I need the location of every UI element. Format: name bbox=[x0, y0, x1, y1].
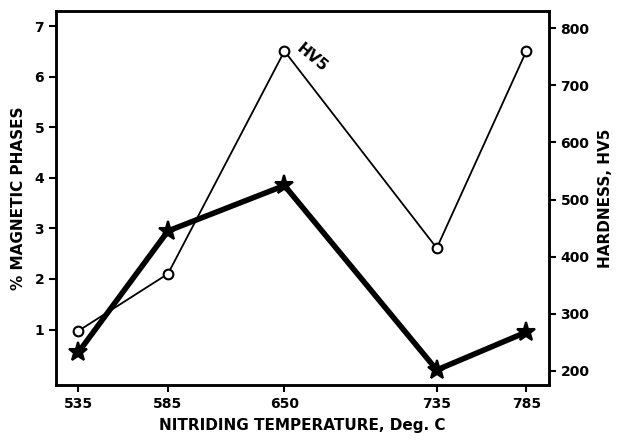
X-axis label: NITRIDING TEMPERATURE, Deg. C: NITRIDING TEMPERATURE, Deg. C bbox=[159, 418, 446, 433]
Y-axis label: % MAGNETIC PHASES: % MAGNETIC PHASES bbox=[11, 107, 26, 290]
Text: HV5: HV5 bbox=[293, 41, 330, 75]
Y-axis label: HARDNESS, HV5: HARDNESS, HV5 bbox=[598, 128, 613, 268]
